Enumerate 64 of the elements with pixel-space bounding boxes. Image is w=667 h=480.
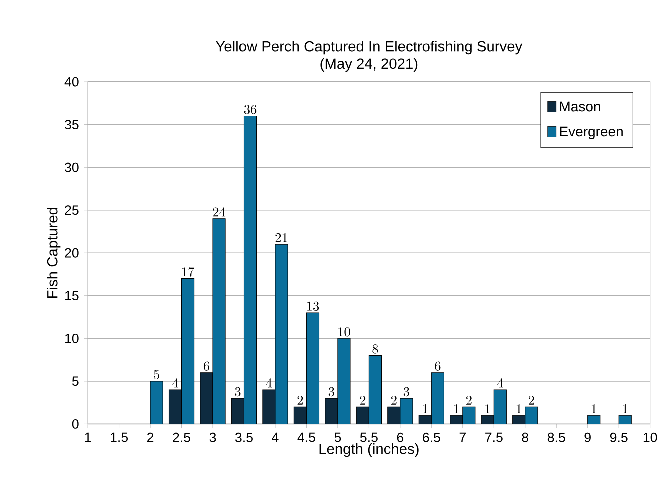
y-tick-label: 20 bbox=[65, 248, 79, 258]
x-tick-label: 7.5 bbox=[486, 432, 503, 442]
bar bbox=[588, 415, 601, 424]
data-label: 5 bbox=[154, 370, 160, 380]
data-label: 13 bbox=[308, 302, 320, 311]
x-tick-label: 6 bbox=[397, 432, 404, 442]
data-label: 3 bbox=[328, 387, 334, 396]
x-tick-label: 2.5 bbox=[173, 432, 190, 442]
x-tick-label: 1.5 bbox=[111, 432, 128, 442]
data-label: 1 bbox=[423, 404, 428, 414]
y-tick-label: 30 bbox=[65, 162, 79, 172]
y-tick-label: 40 bbox=[64, 77, 79, 87]
data-label: 17 bbox=[182, 267, 194, 277]
x-tick-label: 3.5 bbox=[235, 432, 253, 442]
x-tick-label: 6.5 bbox=[423, 432, 440, 442]
x-axis-title: Length (inches) bbox=[320, 443, 419, 458]
x-tick-label: 9.5 bbox=[610, 432, 628, 442]
data-label: 2 bbox=[360, 396, 366, 405]
data-label: 1 bbox=[486, 404, 490, 414]
data-label: 1 bbox=[516, 404, 522, 414]
y-tick-label: 25 bbox=[65, 206, 79, 215]
chart-title: Yellow Perch Captured In Electrofishing Survey bbox=[216, 40, 523, 55]
data-label: 1 bbox=[454, 404, 459, 414]
x-tick-label: 1 bbox=[85, 432, 92, 442]
data-label: 4 bbox=[266, 378, 272, 388]
data-label: 21 bbox=[276, 233, 288, 242]
data-label: 3 bbox=[404, 387, 410, 396]
legend-label: Evergreen bbox=[560, 126, 623, 140]
x-tick-label: 8.5 bbox=[548, 432, 566, 442]
data-label: 10 bbox=[338, 327, 350, 337]
y-axis-title: Fish Captured bbox=[47, 208, 61, 298]
data-label: 2 bbox=[298, 396, 304, 405]
y-tick-label: 5 bbox=[72, 376, 79, 386]
data-label: 2 bbox=[391, 396, 397, 405]
x-tick-label: 5.5 bbox=[360, 432, 378, 442]
data-label: 2 bbox=[528, 396, 534, 405]
data-label: 36 bbox=[244, 104, 257, 114]
x-tick-label: 3 bbox=[210, 432, 216, 442]
y-tick-label: 15 bbox=[66, 291, 79, 300]
x-tick-label: 7 bbox=[460, 432, 466, 442]
x-tick-label: 4.5 bbox=[298, 432, 316, 442]
data-label: 24 bbox=[213, 208, 226, 217]
legend-label: Mason bbox=[560, 102, 600, 112]
data-label: 6 bbox=[204, 362, 210, 371]
data-label: 6 bbox=[435, 362, 441, 371]
chart-subtitle: (May 24, 2021) bbox=[320, 58, 418, 72]
x-tick-label: 8 bbox=[522, 432, 529, 442]
data-label: 2 bbox=[466, 396, 472, 405]
x-tick-label: 2 bbox=[147, 432, 154, 442]
x-tick-label: 5 bbox=[334, 432, 342, 442]
data-label: 1 bbox=[623, 404, 628, 414]
bar bbox=[150, 381, 164, 424]
y-tick-label: 35 bbox=[65, 120, 79, 130]
y-tick-label: 0 bbox=[72, 419, 79, 429]
data-label: 4 bbox=[172, 378, 178, 388]
y-tick-label: 10 bbox=[66, 334, 79, 344]
data-label: 1 bbox=[592, 404, 596, 414]
x-tick-label: 4 bbox=[272, 432, 279, 442]
x-tick-label: 9 bbox=[584, 432, 591, 442]
data-label: 3 bbox=[235, 387, 241, 396]
data-label: 8 bbox=[372, 344, 378, 354]
data-label: 4 bbox=[497, 378, 504, 388]
x-tick-label: 10 bbox=[644, 432, 658, 442]
bar bbox=[618, 415, 632, 424]
